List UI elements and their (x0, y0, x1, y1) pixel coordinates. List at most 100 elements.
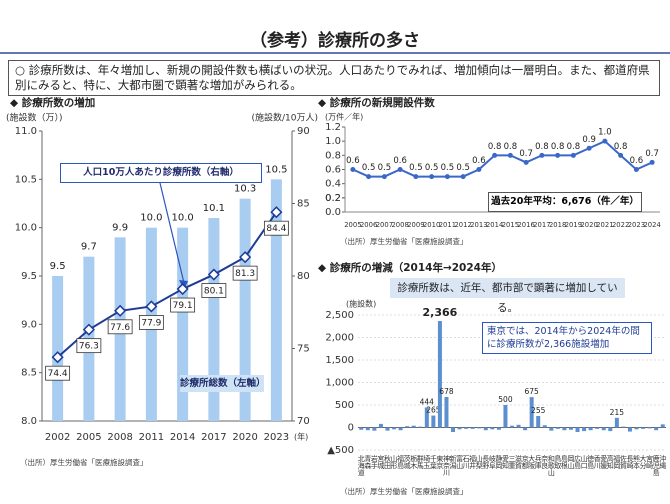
value-label: 0.7 (519, 149, 533, 159)
value-box (107, 319, 133, 335)
value-label: 0.8 (504, 142, 518, 152)
y-tick-label: 0.0 (325, 207, 341, 218)
y-tick-label: 1.0 (325, 136, 341, 147)
x-tick-label: 広島 (574, 454, 582, 470)
page-title: （参考）診療所の多さ (250, 31, 420, 51)
x-tick-label: 高知 (606, 454, 614, 470)
line-marker (176, 282, 189, 296)
y2-axis-label: (施設数/10万人) (251, 112, 318, 124)
chart-subtitle: 診療所数は、近年、都市部で顕著に増加している。 (390, 278, 625, 314)
line-marker (492, 152, 498, 158)
value-label: 0.6 (346, 156, 360, 166)
x-tick-label: 2014 (486, 221, 503, 229)
bar (437, 321, 442, 428)
y-tick-label: 0.8 (325, 150, 341, 161)
x-tick-label: 奈良 (541, 454, 549, 470)
value-box (45, 365, 71, 381)
x-tick-label: 島根 (560, 454, 568, 470)
bar-value-label: 9.7 (81, 242, 97, 253)
bar (647, 427, 652, 429)
x-tick-label: 2017 (201, 432, 226, 443)
chart-title: ◆ 診療所の新規開設件数 (318, 96, 435, 109)
source-note: （出所）厚生労働省「医療施設調査」 (20, 457, 148, 467)
value-label: 675 (524, 387, 539, 396)
average-note: 過去20年平均：6,676（件／年） (488, 192, 642, 212)
x-tick-label: 鳥取 (554, 454, 562, 470)
line-marker (413, 174, 419, 180)
x-tick-label: 2005 (76, 432, 101, 443)
line-marker (381, 174, 387, 180)
axes (344, 127, 660, 213)
bar-annotation: 診療所総数（左軸） (180, 375, 266, 392)
bar (365, 427, 370, 431)
x-tick-label: 2018 (549, 221, 566, 229)
line-marker (523, 159, 529, 165)
x-tick-label: 埼玉 (423, 454, 431, 469)
bar (444, 396, 449, 428)
y-axis-label: (施設数) (346, 299, 376, 309)
x-tick-label: 栃木 (410, 454, 418, 470)
value-label: 0.6 (393, 156, 407, 166)
x-tick-label: 三重 (508, 455, 516, 469)
x-tick-label: 2016 (517, 221, 534, 229)
bar-value-label: 10.3 (234, 184, 256, 195)
bar (385, 427, 390, 431)
bar (660, 424, 665, 428)
y-tick-label: 85 (297, 199, 310, 210)
bar (595, 427, 600, 429)
tokyo-note: 東京では、2014年から2024年の間に診療所数が2,366施設増加 (482, 322, 652, 354)
x-tick-label: 長野 (482, 455, 490, 469)
x-tick-label: 2011 (439, 221, 456, 229)
value-label: 0.6 (630, 156, 644, 166)
line-value-label: 81.3 (235, 269, 255, 279)
bar-value-label: 10.0 (171, 213, 193, 224)
x-tick-label: 石川 (462, 455, 470, 469)
line-marker (460, 174, 466, 180)
y-tick-label: 8.5 (21, 368, 37, 379)
x-axis-unit: (年) (294, 432, 308, 442)
bar (392, 427, 397, 430)
value-box (263, 220, 289, 236)
value-label: 0.5 (362, 163, 376, 173)
y-tick-label: 0.6 (325, 165, 341, 176)
bar (457, 427, 462, 430)
x-tick-label: 山形 (390, 454, 398, 470)
y-tick-label: 9.5 (21, 271, 37, 282)
y-tick-label: 80 (297, 271, 310, 282)
x-tick-label: 神奈川 (442, 454, 450, 476)
y-tick-label: 10.0 (15, 223, 37, 234)
bar (431, 415, 436, 428)
value-label: 0.5 (378, 163, 392, 173)
line-value-label: 79.1 (173, 301, 193, 311)
x-tick-label: 群馬 (416, 454, 424, 470)
line-marker (145, 300, 158, 313)
bar (641, 427, 646, 429)
line-marker (476, 167, 482, 172)
line-marker (649, 159, 655, 165)
line-marker (586, 145, 592, 151)
value-label: 255 (531, 406, 546, 415)
line-value-label: 80.1 (204, 287, 224, 297)
bar (523, 427, 528, 431)
bar (398, 427, 403, 431)
line-marker (444, 174, 450, 180)
x-tick-label: 2002 (45, 432, 70, 443)
value-label: 444 (420, 398, 435, 407)
value-label: 0.5 (456, 163, 470, 173)
x-tick-label: 茨城 (403, 454, 411, 470)
x-tick-label: 大分 (639, 454, 647, 470)
line-marker (207, 268, 220, 281)
line-value-label: 84.4 (266, 224, 286, 234)
y-tick-label: 9.0 (21, 319, 37, 330)
bar (503, 405, 508, 428)
x-tick-label: 新潟 (449, 454, 457, 470)
line-marker (350, 167, 356, 172)
x-tick-label: 愛知 (501, 454, 509, 470)
bar (654, 427, 659, 431)
x-tick-label: 2021 (596, 221, 613, 229)
value-label: 0.8 (488, 142, 502, 152)
bar (614, 417, 619, 428)
value-label: 0.8 (614, 142, 628, 152)
